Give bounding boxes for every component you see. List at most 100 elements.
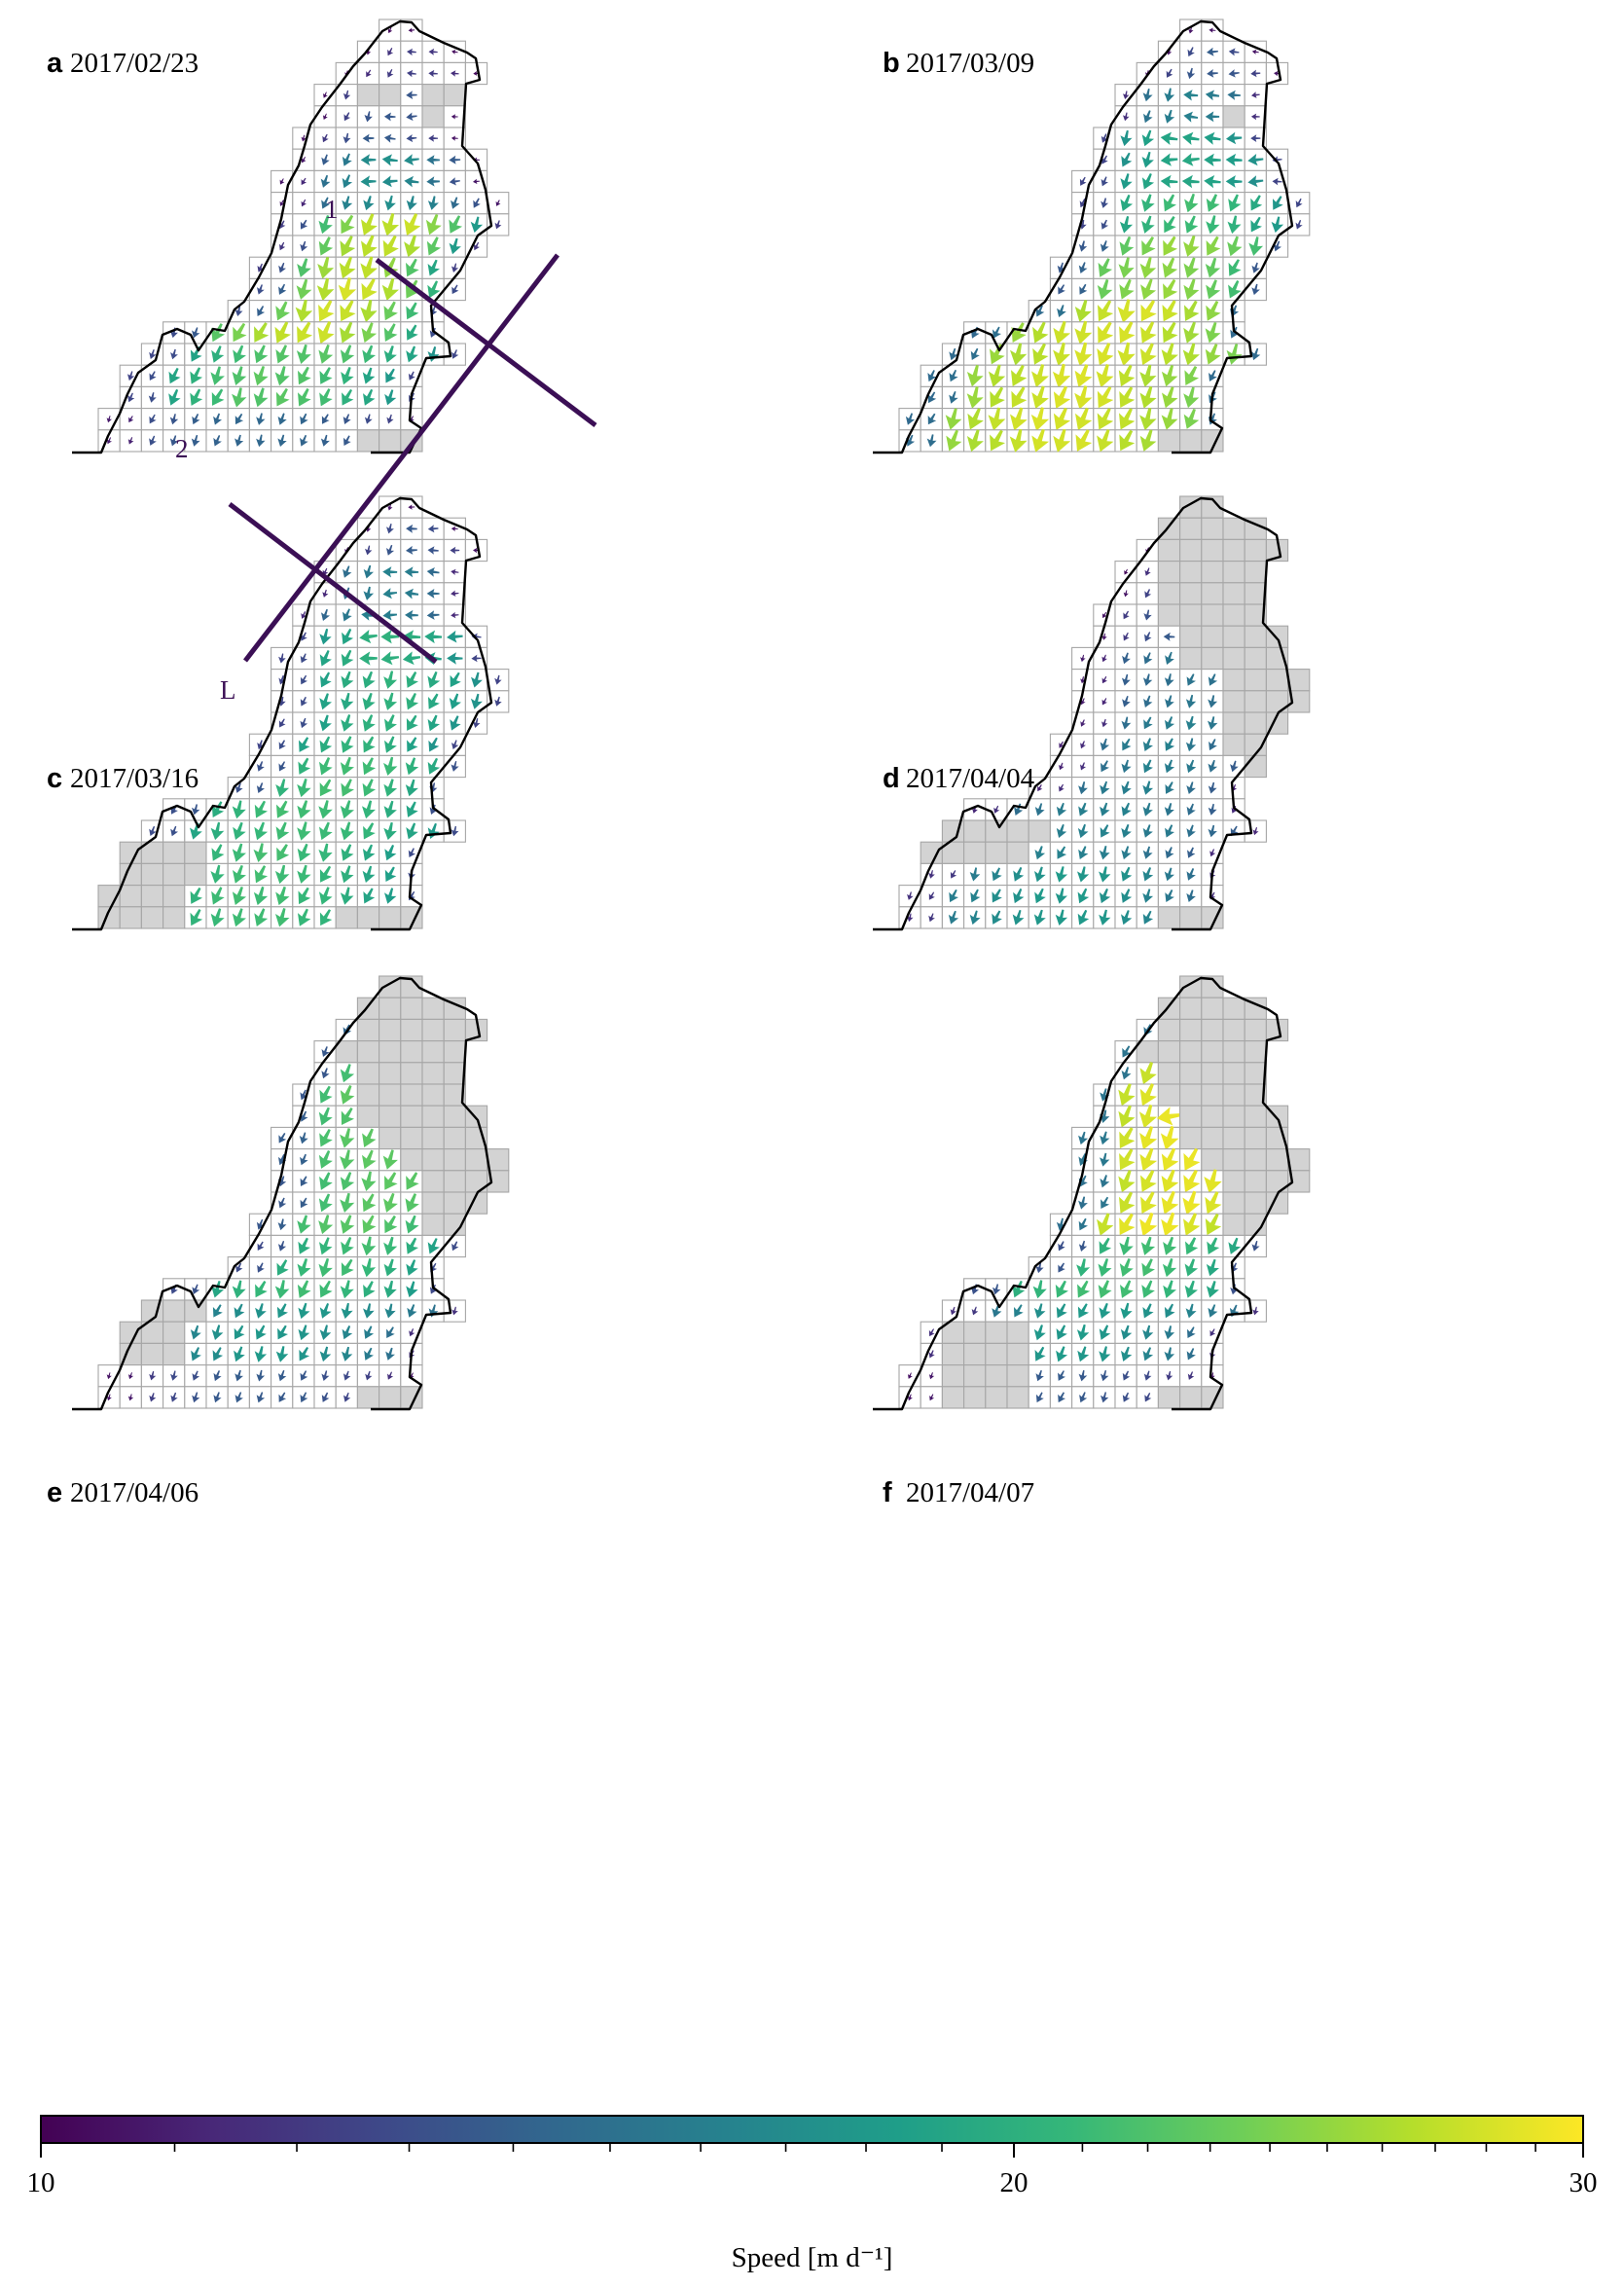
velocity-arrow <box>1101 633 1107 640</box>
velocity-arrow <box>1121 823 1132 838</box>
velocity-arrow <box>1119 408 1136 430</box>
velocity-arrow <box>1181 174 1200 189</box>
velocity-arrow <box>1080 654 1086 663</box>
velocity-arrow <box>366 49 372 55</box>
masked-cell <box>1265 1148 1289 1172</box>
velocity-arrow <box>472 157 481 163</box>
velocity-arrow <box>276 844 290 861</box>
velocity-arrow <box>1141 236 1156 256</box>
velocity-arrow <box>168 388 181 406</box>
velocity-arrow <box>257 761 265 772</box>
velocity-arrow <box>1250 195 1263 211</box>
glacier-outline <box>72 496 493 931</box>
velocity-arrow <box>364 414 373 424</box>
velocity-arrow <box>340 821 354 841</box>
velocity-arrow <box>1120 1302 1133 1320</box>
velocity-arrow <box>907 891 914 900</box>
velocity-arrow <box>276 1303 288 1319</box>
velocity-arrow <box>1034 866 1046 883</box>
velocity-arrow <box>1119 1148 1136 1171</box>
velocity-arrow <box>300 434 308 447</box>
velocity-arrow <box>366 69 372 78</box>
masked-cell <box>1244 538 1267 563</box>
velocity-arrow <box>1139 343 1157 366</box>
velocity-arrow <box>383 345 397 363</box>
velocity-arrow <box>1119 236 1135 256</box>
masked-cell <box>1006 1321 1029 1344</box>
velocity-arrow <box>106 1372 112 1380</box>
masked-cell <box>1179 561 1203 584</box>
velocity-arrow <box>1295 198 1303 208</box>
velocity-arrow <box>192 1392 200 1403</box>
velocity-arrow <box>1144 632 1152 642</box>
masked-cell <box>1157 582 1181 605</box>
velocity-arrow <box>387 1371 394 1380</box>
masked-cell <box>1179 603 1203 627</box>
velocity-arrow <box>341 865 354 884</box>
velocity-arrow <box>405 779 418 797</box>
velocity-arrow <box>945 408 962 430</box>
velocity-arrow <box>451 590 459 597</box>
velocity-arrow <box>1273 240 1281 252</box>
masked-cell <box>162 1342 186 1366</box>
velocity-arrow <box>278 1133 287 1144</box>
masked-cell <box>1179 625 1203 648</box>
velocity-arrow <box>971 805 978 814</box>
velocity-arrow <box>318 800 333 819</box>
velocity-arrow <box>1121 866 1133 882</box>
velocity-arrow <box>1056 802 1067 817</box>
velocity-arrow <box>407 737 418 752</box>
velocity-arrow <box>1122 1392 1131 1402</box>
velocity-arrow <box>449 215 463 234</box>
velocity-arrow <box>1182 131 1200 145</box>
velocity-arrow <box>1184 1258 1199 1277</box>
velocity-arrow <box>406 822 418 840</box>
velocity-arrow <box>993 805 1000 814</box>
velocity-arrow <box>383 821 397 841</box>
velocity-arrow <box>323 91 328 98</box>
velocity-arrow <box>1183 1213 1201 1236</box>
velocity-arrow <box>278 1241 287 1252</box>
velocity-arrow <box>1079 176 1087 186</box>
velocity-arrow <box>406 1237 418 1254</box>
velocity-arrow <box>449 237 461 255</box>
velocity-arrow <box>406 672 418 688</box>
velocity-arrow <box>1271 216 1284 234</box>
velocity-arrow <box>992 326 1001 339</box>
masked-cell <box>1157 1386 1181 1409</box>
velocity-arrow <box>342 196 353 210</box>
velocity-arrow <box>427 259 440 276</box>
masked-cell <box>443 1126 466 1150</box>
masked-cell <box>1222 1105 1245 1128</box>
masked-cell <box>119 906 142 929</box>
velocity-arrow <box>300 1176 308 1186</box>
velocity-arrow <box>323 113 328 120</box>
velocity-arrow <box>1228 69 1240 78</box>
velocity-arrow <box>451 761 459 772</box>
velocity-arrow <box>1206 301 1221 321</box>
velocity-arrow <box>1204 131 1221 145</box>
velocity-arrow <box>1077 823 1089 839</box>
velocity-arrow <box>1122 696 1131 708</box>
masked-cell <box>1222 603 1245 627</box>
velocity-arrow <box>1165 738 1175 751</box>
velocity-arrow <box>278 283 287 295</box>
velocity-arrow <box>1250 134 1261 142</box>
velocity-arrow <box>1250 113 1260 121</box>
velocity-arrow <box>402 630 421 644</box>
velocity-arrow <box>361 278 378 301</box>
velocity-arrow <box>300 240 308 252</box>
velocity-arrow <box>1165 651 1174 665</box>
velocity-arrow <box>319 714 332 732</box>
panel-date: 2017/03/16 <box>70 763 198 794</box>
masked-cell <box>443 1040 466 1064</box>
velocity-arrow <box>232 843 246 862</box>
velocity-arrow <box>1079 283 1088 295</box>
velocity-arrow <box>1156 1107 1182 1126</box>
velocity-arrow <box>363 388 376 406</box>
velocity-arrow <box>408 27 415 33</box>
velocity-arrow <box>1139 1212 1158 1237</box>
velocity-arrow <box>277 1369 287 1382</box>
velocity-arrow <box>343 1392 351 1402</box>
velocity-arrow <box>494 674 502 685</box>
